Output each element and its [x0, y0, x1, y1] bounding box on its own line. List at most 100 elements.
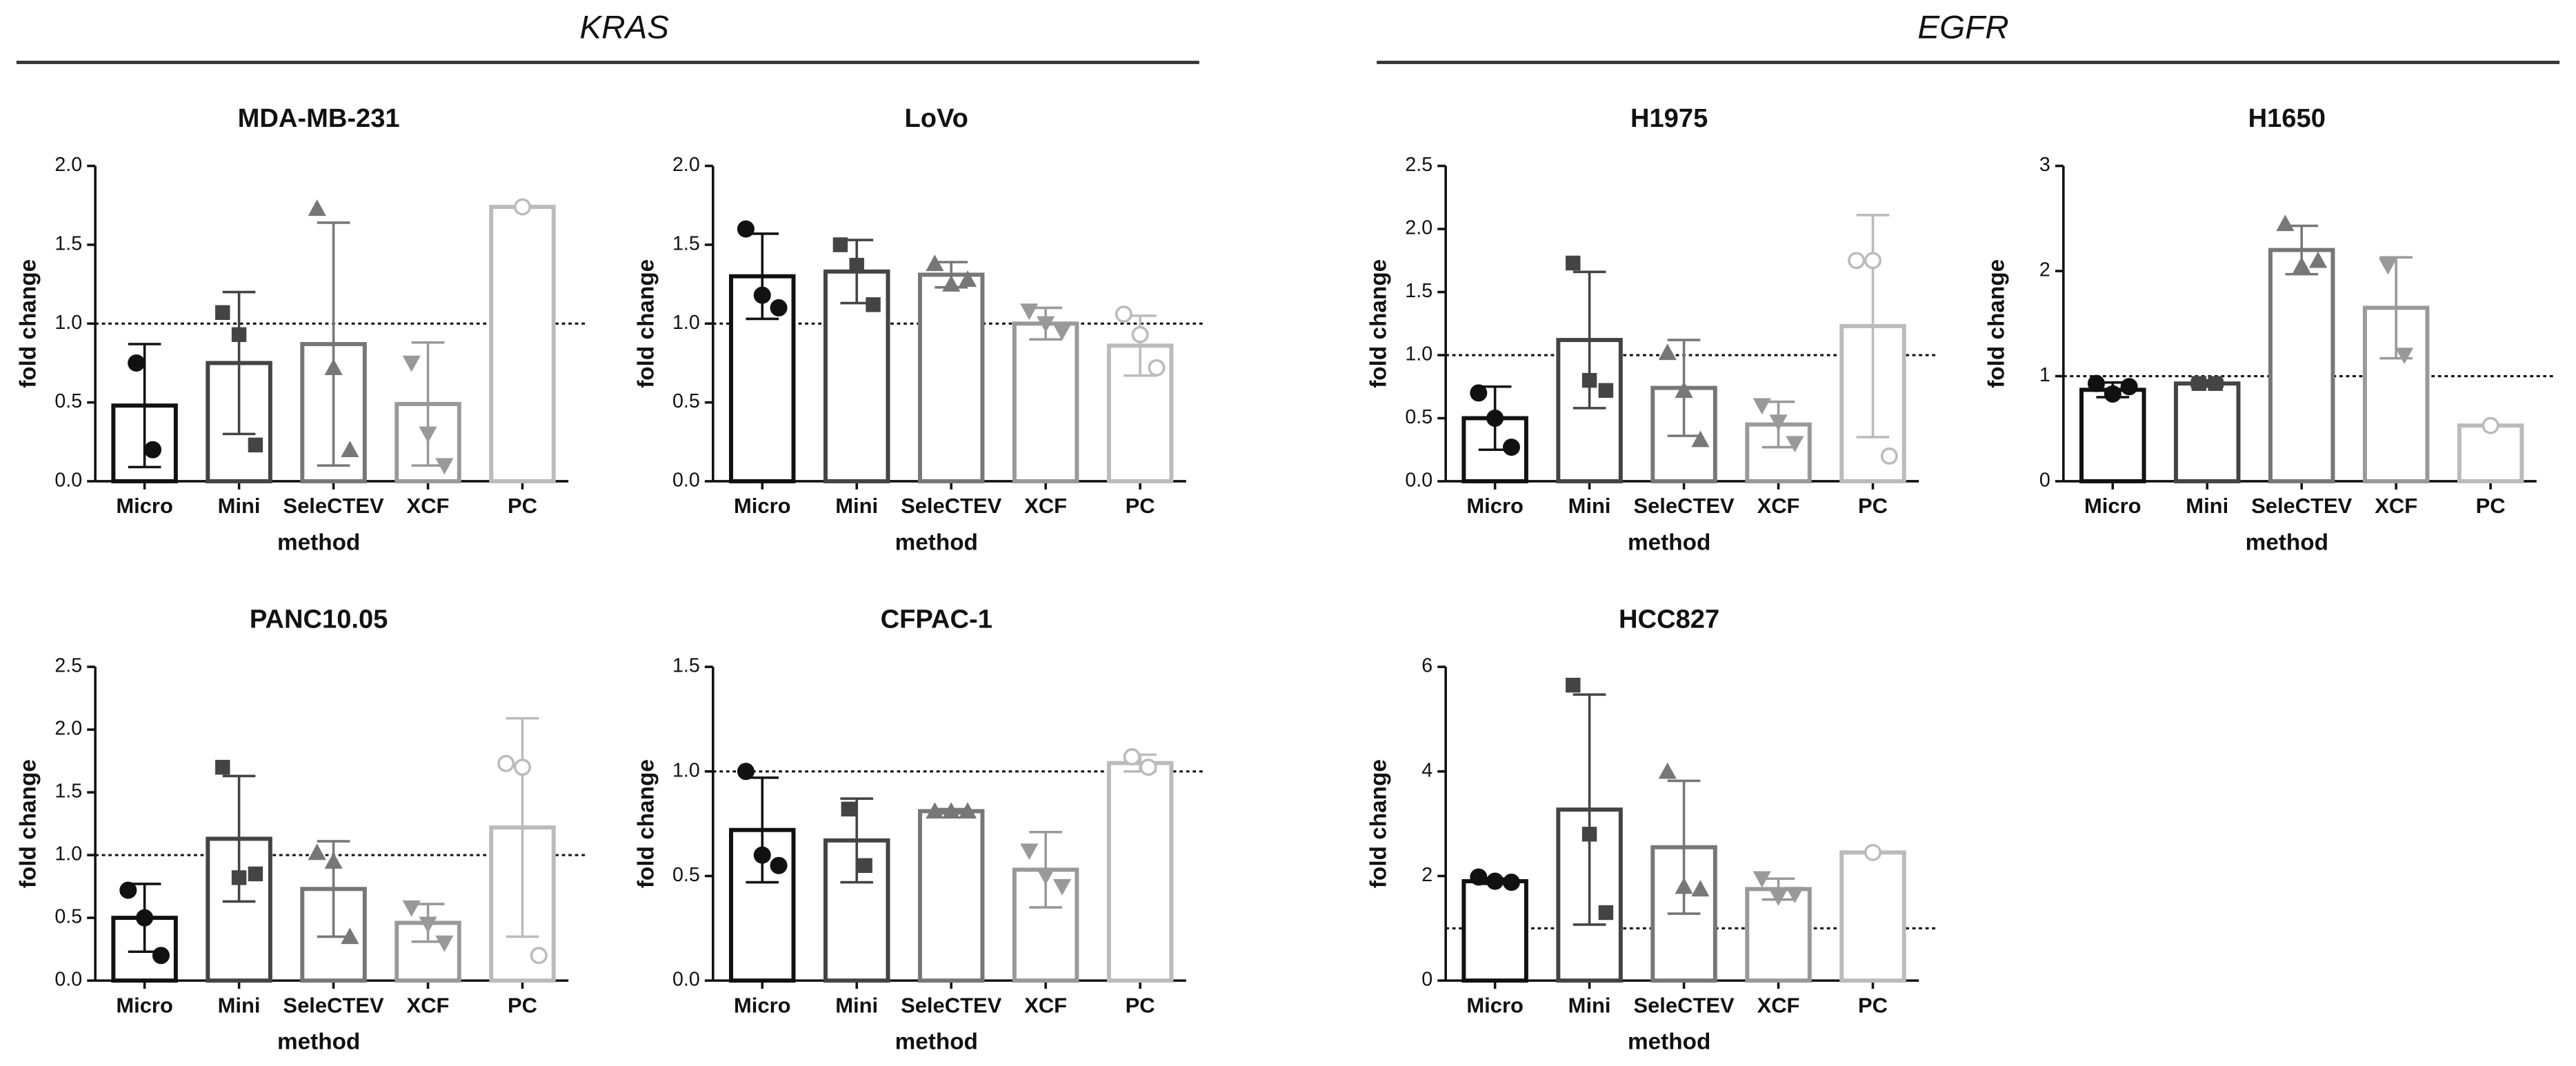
- data-point: [1769, 889, 1788, 906]
- data-point: [1139, 758, 1157, 776]
- x-tick-label: Mini: [1568, 494, 1611, 518]
- x-tick-label: XCF: [407, 993, 450, 1017]
- data-point: [1566, 255, 1581, 271]
- y-tick-label: 0.0: [54, 969, 82, 991]
- data-point: [1131, 325, 1149, 343]
- data-point: [419, 426, 437, 443]
- x-axis-label: method: [277, 1029, 360, 1054]
- y-tick-label: 2: [2039, 259, 2050, 281]
- data-point: [942, 275, 961, 292]
- x-tick-label: SeleCTEV: [1633, 993, 1735, 1017]
- y-axis-label: fold change: [633, 759, 659, 888]
- chart-title: HCC827: [1619, 605, 1719, 634]
- bar: [489, 205, 556, 483]
- y-tick-label: 1.0: [54, 312, 82, 334]
- data-point: [1486, 872, 1504, 890]
- y-tick-label: 0.5: [54, 390, 82, 412]
- data-point: [841, 801, 857, 817]
- data-point: [1581, 372, 1597, 388]
- x-tick-label: Micro: [734, 993, 791, 1017]
- y-tick-label: 1.0: [672, 312, 700, 334]
- chart-title: H1975: [1630, 104, 1708, 133]
- data-point: [2482, 416, 2499, 434]
- data-point: [1470, 868, 1488, 886]
- bar: [917, 809, 985, 983]
- x-tick-label: XCF: [407, 494, 450, 518]
- data-point: [1691, 880, 1710, 897]
- data-point: [1864, 843, 1882, 861]
- chart-title: LoVo: [905, 104, 968, 133]
- data-point: [1470, 384, 1488, 402]
- x-tick-label: Mini: [218, 993, 261, 1017]
- x-tick-label: Micro: [116, 494, 173, 518]
- data-point: [1864, 252, 1882, 270]
- y-tick-label: 4: [1421, 759, 1432, 781]
- data-point: [1020, 843, 1039, 861]
- y-tick-label: 1.5: [54, 781, 82, 803]
- x-tick-label: XCF: [1024, 993, 1067, 1017]
- data-point: [770, 856, 788, 874]
- y-tick-label: 3: [2039, 154, 2050, 176]
- x-tick-label: Micro: [2084, 494, 2141, 518]
- y-tick-label: 1.5: [54, 233, 82, 255]
- y-tick-label: 2.5: [54, 655, 82, 677]
- data-point: [737, 220, 755, 238]
- y-tick-label: 0.0: [672, 969, 700, 991]
- y-tick-label: 0.5: [54, 906, 82, 928]
- x-axis-label: method: [1628, 530, 1710, 555]
- data-point: [152, 947, 170, 965]
- data-point: [119, 881, 137, 899]
- data-point: [419, 916, 437, 934]
- y-tick-label: 2.5: [1405, 154, 1432, 176]
- x-tick-label: XCF: [1024, 494, 1067, 518]
- data-point: [1123, 748, 1141, 766]
- y-tick-label: 0.5: [672, 864, 700, 886]
- y-tick-label: 1.5: [1405, 280, 1432, 302]
- chart-title: MDA-MB-231: [238, 104, 400, 133]
- bar: [1839, 850, 1906, 983]
- data-point: [2104, 385, 2121, 403]
- data-point: [2191, 376, 2207, 391]
- data-point: [341, 441, 359, 457]
- x-tick-label: PC: [508, 993, 537, 1017]
- data-point: [2308, 251, 2328, 268]
- x-tick-label: PC: [1126, 993, 1155, 1017]
- data-point: [753, 846, 771, 864]
- data-point: [1148, 359, 1166, 376]
- data-point: [753, 286, 771, 304]
- group-header: KRAS: [579, 9, 669, 46]
- y-axis-label: fold change: [16, 259, 41, 388]
- data-point: [1769, 414, 1788, 432]
- x-tick-label: SeleCTEV: [283, 993, 384, 1017]
- x-axis-label: method: [2246, 530, 2328, 555]
- y-tick-label: 0.5: [1405, 406, 1432, 428]
- y-axis-label: fold change: [1366, 259, 1392, 388]
- data-point: [215, 760, 230, 775]
- data-point: [1848, 252, 1866, 270]
- y-tick-label: 0.5: [672, 390, 700, 412]
- data-point: [530, 947, 548, 965]
- data-point: [849, 257, 864, 273]
- data-point: [866, 297, 881, 312]
- data-point: [2293, 257, 2311, 274]
- chart-title: PANC10.05: [250, 605, 388, 634]
- x-tick-label: PC: [1858, 494, 1888, 518]
- x-tick-label: PC: [1858, 993, 1888, 1017]
- data-point: [1675, 381, 1693, 398]
- data-point: [1502, 439, 1520, 456]
- data-point: [2208, 376, 2223, 391]
- y-tick-label: 6: [1421, 655, 1432, 677]
- x-tick-label: SeleCTEV: [283, 494, 384, 518]
- data-point: [1020, 303, 1039, 321]
- y-tick-label: 1.0: [54, 843, 82, 865]
- bar: [1012, 321, 1079, 483]
- data-point: [1502, 874, 1520, 892]
- y-tick-label: 2: [1421, 864, 1432, 886]
- x-axis-label: method: [895, 1029, 978, 1054]
- y-tick-label: 2.0: [54, 718, 82, 740]
- data-point: [308, 199, 326, 217]
- bar: [1106, 761, 1174, 983]
- y-tick-label: 2.0: [54, 154, 82, 176]
- data-point: [1598, 905, 1614, 921]
